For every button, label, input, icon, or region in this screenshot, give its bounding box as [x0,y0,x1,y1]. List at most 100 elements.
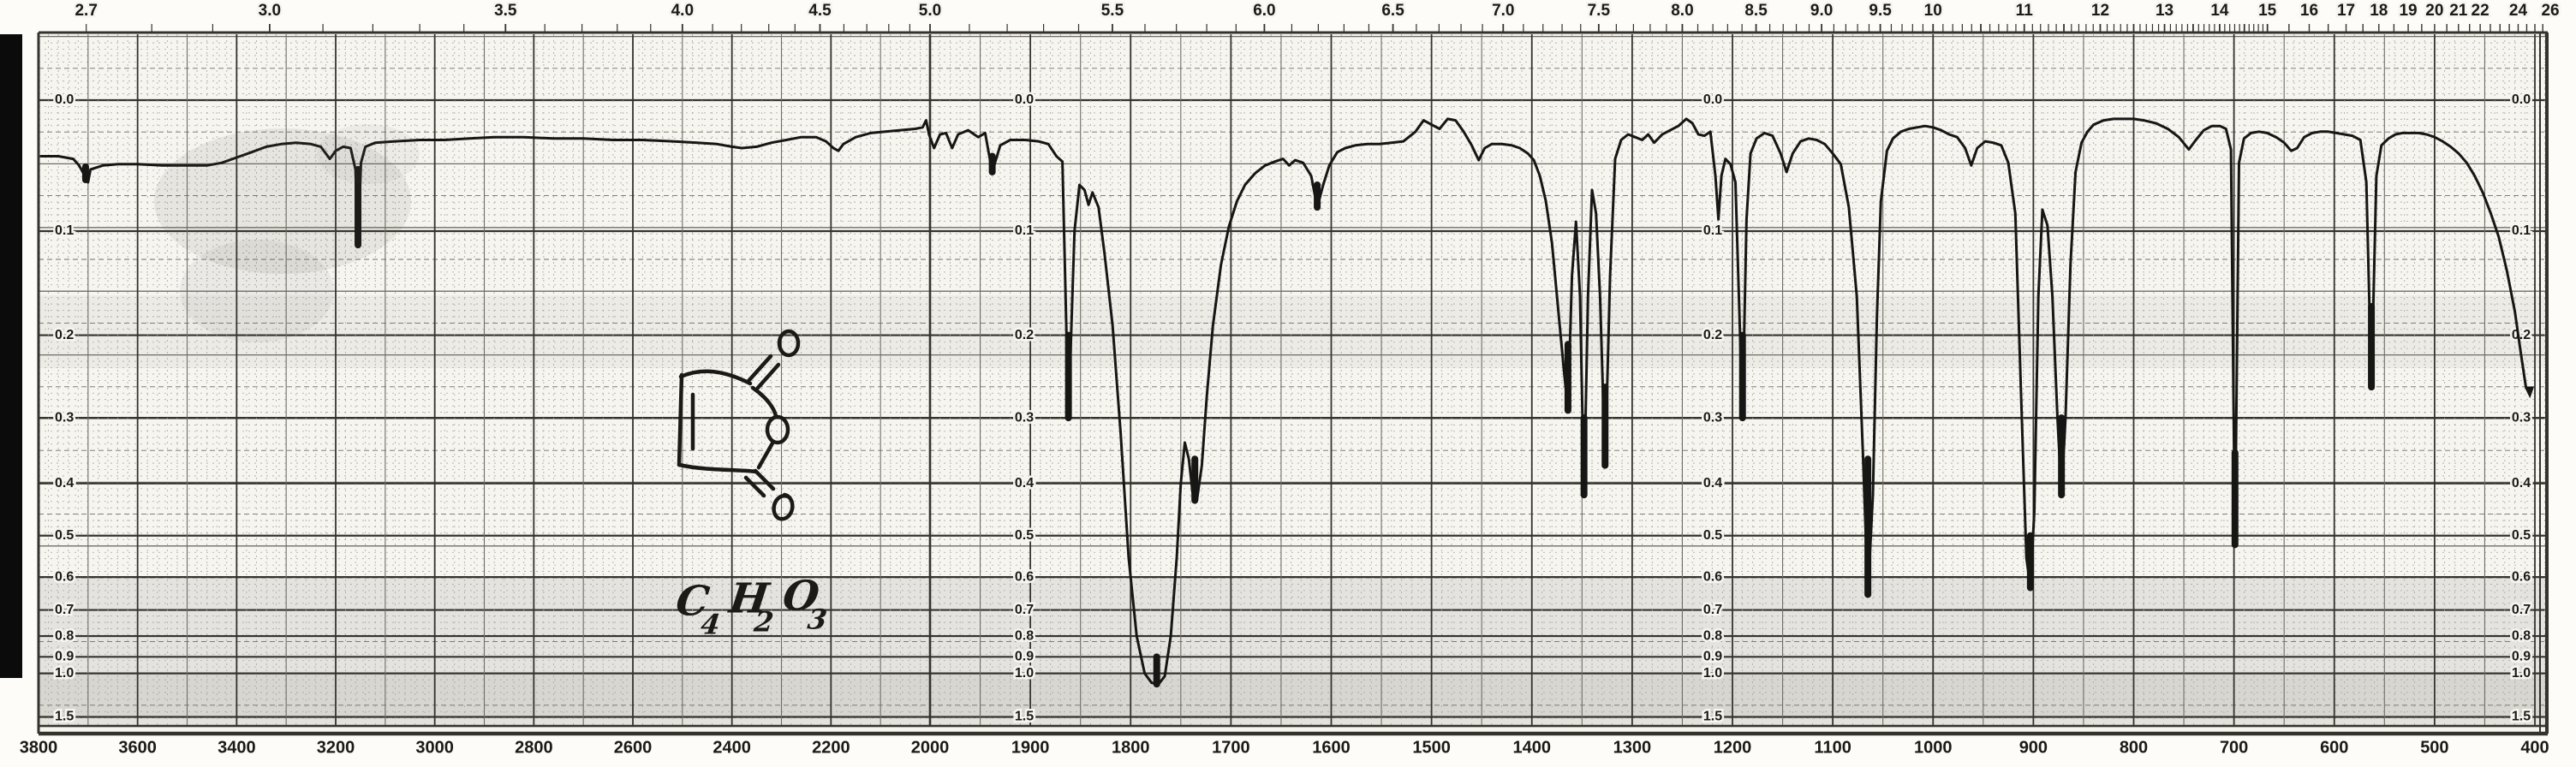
bottom-axis-tick-label: 1900 [1011,738,1050,757]
absorbance-scale-left: 0.0 0.1 0.2 0.3 0.4 0.5 0.6 0.7 0.8 0.9 1.0 1.5 [53,91,76,726]
molecule-structure-drawing [677,329,801,521]
scan-smear-band [39,295,2548,368]
absorbance-tick-label: 0.2 [2512,328,2531,342]
ring-left-bond [677,372,684,467]
top-axis-tick-label: 16 [2300,2,2318,20]
top-axis-tick-label: 9.5 [1869,2,1892,20]
absorbance-tick-label: 0.1 [1703,223,1722,238]
spectrum-curve [39,117,2535,688]
absorbance-tick-label: 0.4 [2512,476,2531,491]
absorbance-scales: 0.0 0.1 0.2 0.3 0.4 0.5 0.6 0.7 0.8 0.9 1.0 1.5 0.0 0… [53,91,2533,726]
formula-symbol: H [725,575,773,623]
bond-to-ring-oxygen [750,385,778,419]
grid [38,34,2547,726]
absorbance-tick-label: 0.2 [55,328,74,342]
formula-subscript: 3 [806,603,829,636]
absorbance-tick-label: 0.6 [1703,569,1722,584]
top-axis-tick-label: 5.5 [1101,2,1124,20]
absorbance-tick-label: 1.5 [2512,710,2531,724]
absorbance-tick-label: 0.5 [1703,528,1722,543]
bottom-axis-tick-label: 2400 [713,738,751,757]
scan-edge-black-bar [0,34,22,678]
ring-top-bond [678,369,753,386]
absorbance-tick-label: 0.0 [55,92,74,107]
absorbance-tick-label: 0.3 [1015,410,1034,425]
bottom-axis-tick-label: 1500 [1412,738,1451,757]
scan-artifacts [0,34,420,678]
absorbance-tick-label: 0.1 [1015,223,1034,238]
bottom-axis-tick-label: 600 [2320,738,2348,757]
bottom-axis-tick-label: 1400 [1513,738,1552,757]
oxygen-atom-ring [765,414,790,445]
absorbance-tick-label: 1.5 [55,710,74,724]
ring-bottom-bond [677,462,759,474]
oxygen-atom-top [777,329,801,358]
chart-paper [39,33,2548,734]
absorbance-tick-label: 0.6 [1015,569,1034,584]
formula-symbol: O [780,573,822,621]
scan-smudge [154,128,411,274]
top-axis-tick-label: 13 [2156,2,2174,20]
bottom-axis-tick-label: 3800 [20,738,58,757]
spectrum-trace [39,117,2531,686]
absorbance-tick-label: 0.8 [2512,628,2531,643]
absorbance-tick-label: 0.3 [1703,410,1722,425]
bottom-axis-tick-label: 1300 [1613,738,1652,757]
bottom-axis-wavenumbers: 3800 3600 3400 3200 3000 2800 2600 2400 2200 2000… [17,736,2551,759]
absorbance-tick-label: 0.4 [1703,476,1722,491]
ring-oxygen-to-bottom-carbon [756,439,776,470]
top-axis-tick-label: 7.5 [1588,2,1611,20]
top-axis-tick-label: 10 [1924,2,1942,20]
absorbance-tick-label: 1.5 [1015,710,1034,724]
bottom-axis-tick-label: 500 [2420,738,2448,757]
absorbance-tick-label: 1.0 [55,666,74,681]
bottom-axis-tick-label: 3200 [317,738,355,757]
absorbance-tick-label: 0.7 [55,603,74,617]
bottom-axis-tick-label: 1000 [1914,738,1953,757]
top-axis-tick-label: 6.5 [1381,2,1404,20]
absorbance-tick-label: 0.6 [55,569,74,584]
bottom-axis-tick-label: 2600 [614,738,653,757]
top-axis-tick-label: 3.5 [494,2,517,20]
bottom-axis-tick-label: 2800 [515,738,553,757]
absorbance-tick-label: 0.1 [55,223,74,238]
absorbance-tick-label: 1.5 [1703,710,1722,724]
absorbance-tick-label: 0.9 [2512,650,2531,664]
top-axis-tick-label: 2.7 [75,2,97,20]
bottom-axis-tick-label: 1700 [1212,738,1250,757]
top-axis-tick-label: 8.0 [1671,2,1693,20]
bottom-axis-tick-label: 1100 [1814,738,1851,757]
top-axis-tick-label: 4.5 [808,2,832,20]
absorbance-tick-label: 0.5 [1015,528,1034,543]
top-axis-tick-label: 11 [2016,2,2034,20]
bottom-axis-tick-label: 1800 [1112,738,1150,757]
top-axis-microns: 2.7 3.0 3.5 4.0 4.5 5.0 5.5 6.0 6.5 7.0 7.5 8.0 8.5 9… [73,0,2561,33]
formula-symbol: C [673,578,712,626]
bottom-axis-tick-label: 3600 [118,738,157,757]
top-axis-tick-label: 26 [2541,2,2559,20]
absorbance-tick-label: 0.0 [1015,92,1034,107]
absorbance-tick-label: 0.0 [1703,92,1722,107]
absorbance-tick-label: 0.7 [2512,603,2531,617]
absorbance-tick-label: 0.8 [1703,628,1722,643]
absorbance-tick-label: 0.7 [1015,603,1034,617]
absorbance-tick-label: 0.2 [1015,328,1034,342]
absorbance-tick-label: 0.9 [55,650,74,664]
carbonyl-top-line1 [746,354,773,384]
top-axis-tick-label: 17 [2337,2,2355,20]
top-axis-tick-label: 14 [2210,2,2229,20]
top-axis-tick-label: 24 [2509,2,2528,20]
absorbance-tick-label: 0.9 [1015,650,1034,664]
top-axis-tick-label: 7.0 [1492,2,1514,20]
top-axis-tick-label: 3.0 [259,2,281,20]
bottom-axis-tick-label: 700 [2220,738,2248,757]
absorbance-tick-label: 0.2 [1703,328,1722,342]
carbonyl-bottom-line2 [743,475,766,498]
absorbance-tick-label: 0.3 [55,410,74,425]
absorbance-tick-label: 1.0 [1703,666,1722,681]
top-axis-tick-label: 21 [2449,2,2468,20]
top-axis-tick-label: 22 [2472,2,2490,20]
